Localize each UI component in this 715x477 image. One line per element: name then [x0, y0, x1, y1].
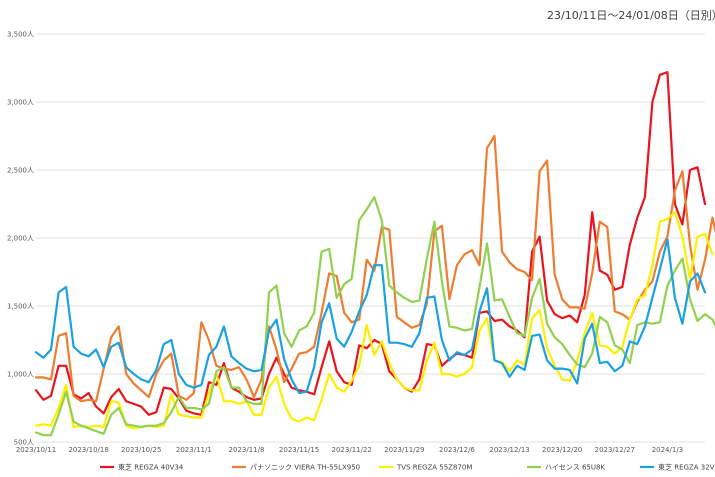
- x-tick-label: 2023/12/6: [439, 446, 475, 454]
- x-tick-label: 2023/12/20: [542, 446, 582, 454]
- x-tick-label: 2023/10/25: [121, 446, 161, 454]
- series-line-1: [34, 70, 707, 416]
- x-tick-label: 2024/1/3: [652, 446, 683, 454]
- legend-label: ハイセンス 65U8K: [545, 464, 605, 472]
- y-tick-label: 2,000人: [7, 235, 34, 243]
- x-tick-label: 2023/11/8: [229, 446, 265, 454]
- x-axis-tick-labels: 2023/10/11 2023/10/18 2023/10/25 2023/11/1 2…: [16, 446, 683, 454]
- date-range-label: 23/10/11日〜24/01/08日（日別）: [547, 9, 715, 22]
- y-tick-label: 500人: [14, 439, 34, 447]
- x-tick-label: 2023/11/22: [332, 446, 372, 454]
- gridlines: [36, 33, 705, 443]
- y-tick-label: 1,000人: [7, 371, 34, 379]
- x-tick-label: 2023/10/18: [68, 446, 108, 454]
- x-tick-label: 2023/11/29: [384, 446, 424, 454]
- y-tick-label: 3,500人: [7, 31, 34, 39]
- y-tick-label: 2,500人: [7, 167, 34, 175]
- x-tick-label: 2023/10/11: [16, 446, 56, 454]
- x-tick-label: 2023/11/15: [279, 446, 319, 454]
- y-tick-label: 3,000人: [7, 99, 34, 107]
- legend-label: TVS REGZA 55Z870M: [396, 464, 472, 472]
- legend: 東芝 REGZA 40V34 パナソニック VIERA TH-55LX950 TVS…: [100, 463, 715, 472]
- series-line-3: [34, 211, 714, 430]
- series-line-5: [34, 238, 707, 395]
- x-tick-label: 2023/12/27: [595, 446, 635, 454]
- series-lines: [34, 70, 715, 437]
- series-line-4: [34, 196, 715, 437]
- y-tick-label: 1,500人: [7, 303, 34, 311]
- series-line-2: [34, 134, 715, 403]
- legend-label: 東芝 REGZA 40V34: [118, 463, 184, 472]
- legend-label: パナソニック VIERA TH-55LX950: [250, 464, 360, 472]
- x-tick-label: 2023/12/13: [489, 446, 529, 454]
- x-tick-label: 2023/11/1: [176, 446, 212, 454]
- legend-label: 東芝 REGZA 32V34: [658, 463, 715, 472]
- y-axis-tick-labels: 500人 1,000人 1,500人 2,000人 2,500人 3,000人 3,500人: [7, 31, 34, 447]
